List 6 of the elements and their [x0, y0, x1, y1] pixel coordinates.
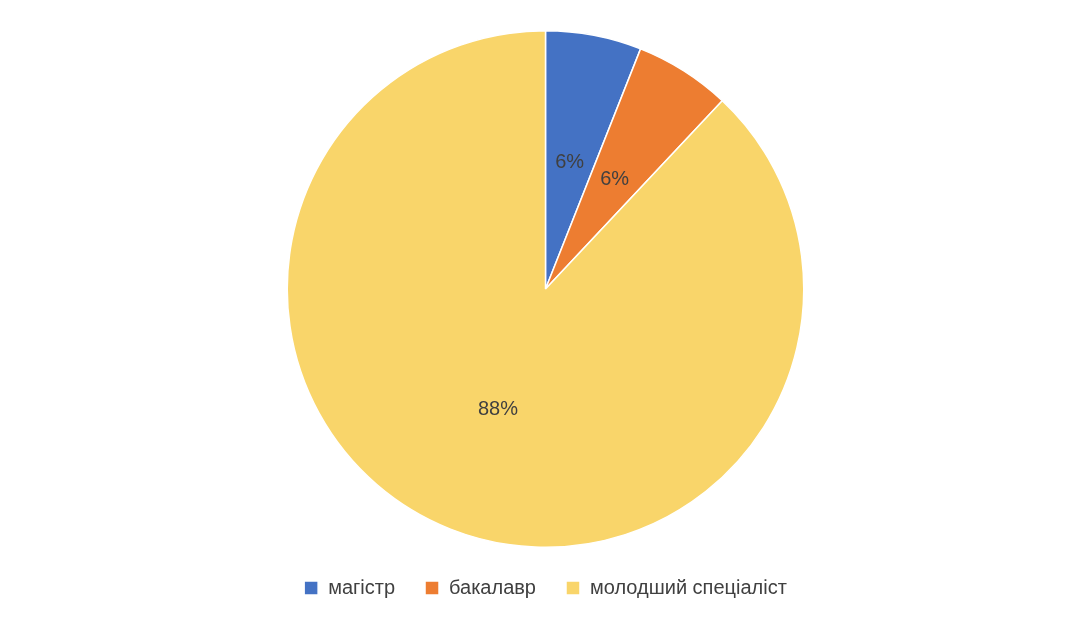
data-label: 6% — [555, 149, 585, 172]
legend-label: молодший спеціаліст — [590, 575, 787, 598]
legend-label: бакалавр — [449, 575, 537, 598]
data-label: 88% — [477, 396, 519, 419]
data-label: 6% — [600, 167, 630, 190]
legend-label: магістр — [328, 575, 396, 598]
